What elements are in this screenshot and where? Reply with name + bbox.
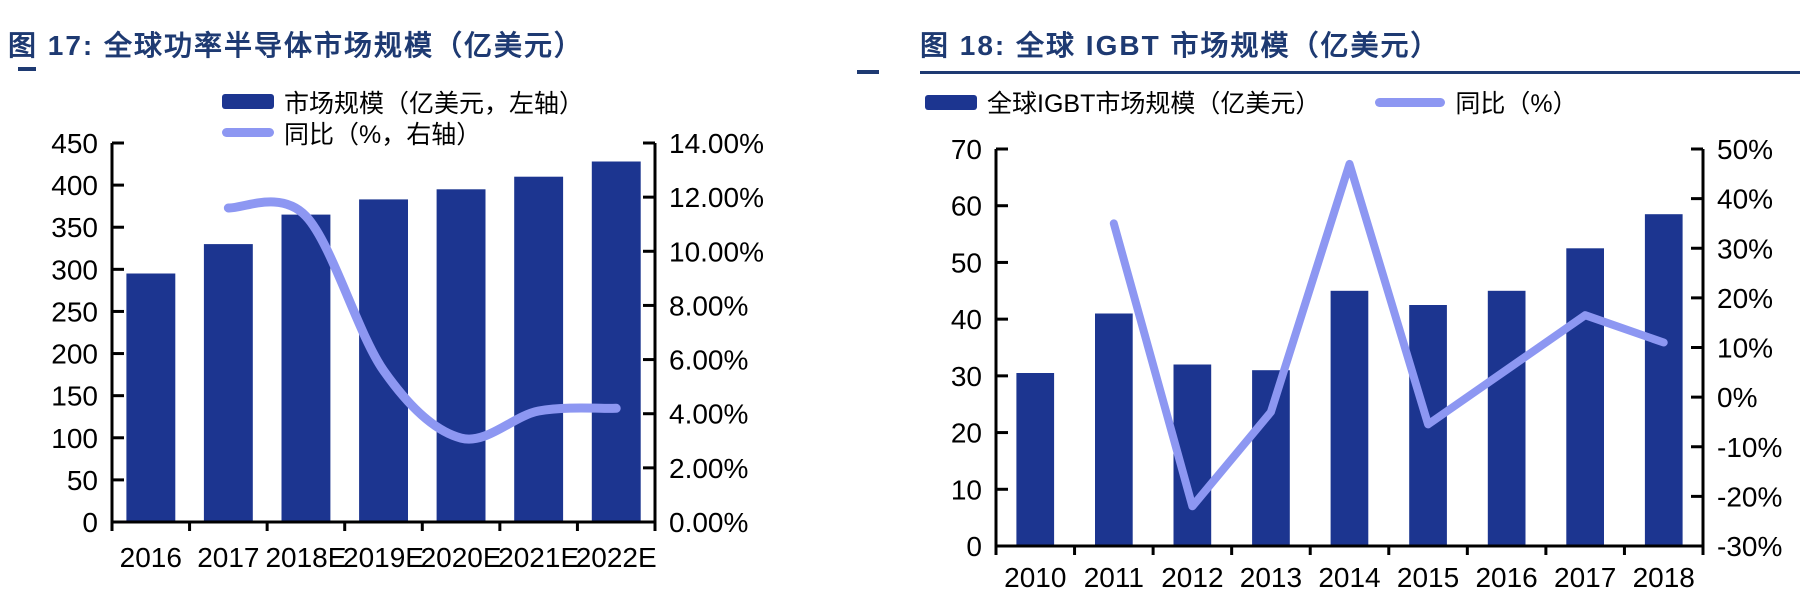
figure-18-panel: 图 18: 全球 IGBT 市场规模（亿美元） 全球IGBT市场规模（亿美元） … (790, 0, 1800, 598)
figure-17-title-dash (18, 67, 36, 71)
x-axis-tick-label: 2011 (1084, 562, 1144, 593)
line-series-label: 同比（%，右轴） (284, 120, 482, 149)
left-axis-tick-label: 50 (67, 465, 98, 496)
bar-series-label: 市场规模（亿美元，左轴） (284, 89, 585, 118)
bar-2013 (1252, 370, 1290, 546)
bar-2017 (1566, 248, 1604, 547)
bar-series-swatch (222, 94, 274, 109)
left-axis-tick-label: 0 (966, 531, 982, 562)
left-axis-tick-label: 60 (951, 191, 982, 222)
figure-18-title: 图 18: 全球 IGBT 市场规模（亿美元） (920, 30, 1441, 61)
bar-2022E (591, 161, 641, 522)
right-axis-tick-label: 10% (1717, 333, 1773, 364)
right-axis-tick-label: 20% (1717, 283, 1773, 314)
right-axis-tick-label: 30% (1717, 233, 1773, 264)
bar-2014 (1330, 290, 1369, 546)
left-axis-tick-label: 200 (51, 339, 98, 370)
x-axis-tick-label: 2021E (498, 542, 579, 573)
right-axis-tick-label: -30% (1717, 531, 1782, 562)
growth-line (1109, 159, 1668, 511)
right-axis-tick-label: 40% (1717, 184, 1773, 215)
bar-2011 (1095, 313, 1133, 546)
right-axis-tick-label: 12.00% (669, 182, 764, 213)
right-axis-tick-label: -10% (1717, 432, 1782, 463)
line-series-swatch (222, 128, 274, 137)
bar-2021E (514, 176, 564, 522)
x-axis-tick-label: 2019E (343, 542, 424, 573)
figure-17-panel: 图 17: 全球功率半导体市场规模（亿美元） 市场规模（亿美元，左轴） 同比（%… (0, 0, 775, 598)
x-axis-tick-label: 2013 (1240, 562, 1302, 593)
x-axis-tick-label: 2015 (1397, 562, 1459, 593)
figure-17-chart: 0 50 100 150 200 250 300 350 400 450 0.00% 2.00% 4.0… (51, 128, 764, 573)
line-series-label: 同比（%） (1455, 90, 1578, 118)
legend-row-yoy: 同比（%，右轴） (222, 117, 584, 149)
x-axis-tick-label: 2022E (576, 542, 657, 573)
figure-18-title-rule (920, 71, 1800, 74)
left-axis-tick-label: 10 (951, 474, 982, 505)
x-axis-tick-label: 2012 (1161, 562, 1223, 593)
x-axis-tick-label: 2010 (1004, 562, 1066, 593)
legend-row-market-size: 市场规模（亿美元，左轴） (222, 86, 585, 118)
bar-series-label: 全球IGBT市场规模（亿美元） (987, 90, 1321, 118)
right-axis-tick-label: 4.00% (669, 399, 748, 430)
bar-2017 (203, 244, 253, 522)
bar-2016 (1487, 290, 1526, 546)
left-axis-tick-label: 350 (51, 212, 98, 243)
bar-2020E (436, 189, 486, 523)
left-axis-tick-label: 400 (51, 170, 98, 201)
bar-2016 (126, 273, 176, 522)
right-axis-tick-label: 0.00% (669, 507, 748, 538)
left-axis-tick-label: 100 (51, 423, 98, 454)
x-axis-tick-label: 2016 (1475, 562, 1537, 593)
left-axis-tick-label: 0 (82, 507, 98, 538)
x-axis-tick-label: 2017 (1554, 562, 1616, 593)
bar-series-swatch (925, 94, 977, 110)
growth-line (223, 197, 621, 444)
right-axis-tick-label: 14.00% (669, 128, 764, 159)
left-axis-tick-label: 50 (951, 247, 982, 278)
right-axis-tick-label: 50% (1717, 134, 1773, 165)
bar-2010 (1016, 373, 1055, 546)
left-axis-tick-label: 250 (51, 296, 98, 327)
left-axis-tick-label: 30 (951, 361, 982, 392)
figure-17-title: 图 17: 全球功率半导体市场规模（亿美元） (8, 30, 585, 61)
x-axis-tick-label: 2016 (120, 542, 182, 573)
left-axis-tick-label: 450 (51, 128, 98, 159)
x-axis-tick-label: 2014 (1318, 562, 1380, 593)
line-series-swatch (1375, 97, 1446, 107)
x-axis-tick-label: 2018 (1633, 562, 1695, 593)
x-axis-tick-label: 2017 (197, 542, 259, 573)
bar-2019E (359, 199, 408, 522)
figure-18-legend: 全球IGBT市场规模（亿美元） 同比（%） (925, 84, 1578, 120)
x-axis-tick-label: 2018E (265, 542, 346, 573)
figure-18-title-dash (857, 70, 879, 74)
left-axis-tick-label: 150 (51, 381, 98, 412)
bar-2018 (1644, 214, 1683, 546)
right-axis-tick-label: 8.00% (669, 290, 748, 321)
right-axis-tick-label: 6.00% (669, 345, 748, 376)
x-axis-tick-label: 2020E (421, 542, 502, 573)
right-axis-tick-label: 2.00% (669, 453, 748, 484)
left-axis-tick-label: 40 (951, 304, 982, 335)
bar-2018E (281, 214, 331, 522)
right-axis-tick-label: -20% (1717, 481, 1782, 512)
left-axis-tick-label: 70 (951, 134, 982, 165)
figure-17-legend: 市场规模（亿美元，左轴） 同比（%，右轴） (222, 86, 585, 149)
right-axis-tick-label: 0% (1717, 382, 1757, 413)
figure-18-chart: 0 10 20 30 40 50 60 70 -30% -20% -10% 0% 10% 20% 30% 40… (951, 134, 1783, 593)
right-axis-tick-label: 10.00% (669, 236, 764, 267)
left-axis-tick-label: 300 (51, 254, 98, 285)
left-axis-tick-label: 20 (951, 418, 982, 449)
